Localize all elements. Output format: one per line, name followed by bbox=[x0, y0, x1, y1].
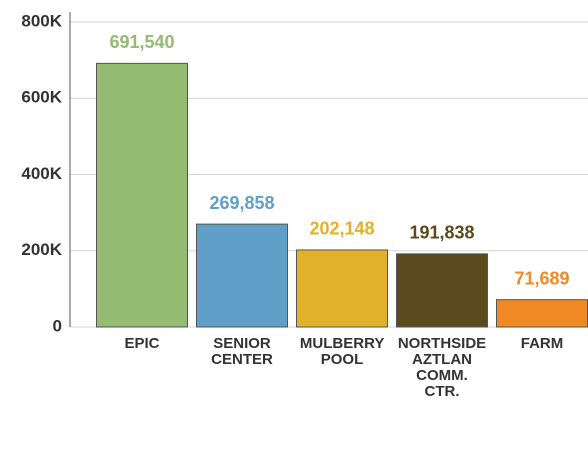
x-tick-label: NORTHSIDE AZTLAN COMM. CTR. bbox=[397, 335, 487, 400]
y-tick-label: 400K bbox=[21, 164, 62, 183]
bar bbox=[496, 299, 588, 328]
x-tick-label: EPIC bbox=[124, 335, 160, 352]
value-label: 191,838 bbox=[409, 223, 474, 243]
y-tick-label: 600K bbox=[21, 88, 62, 107]
y-tick-label: 800K bbox=[21, 11, 62, 30]
x-tick-label: MULBERRY POOL bbox=[299, 335, 385, 368]
bar bbox=[196, 223, 288, 328]
value-label: 691,540 bbox=[109, 32, 174, 52]
bar bbox=[396, 253, 488, 328]
value-label: 71,689 bbox=[514, 268, 569, 288]
value-label: 202,148 bbox=[309, 219, 374, 239]
bar bbox=[96, 62, 188, 328]
x-tick-label: SENIOR CENTER bbox=[211, 335, 273, 368]
y-tick-label: 200K bbox=[21, 240, 62, 259]
x-tick-label: FARM bbox=[520, 335, 564, 352]
bar bbox=[296, 249, 388, 328]
value-label: 269,858 bbox=[209, 193, 274, 213]
y-tick-label: 0 bbox=[53, 316, 62, 335]
